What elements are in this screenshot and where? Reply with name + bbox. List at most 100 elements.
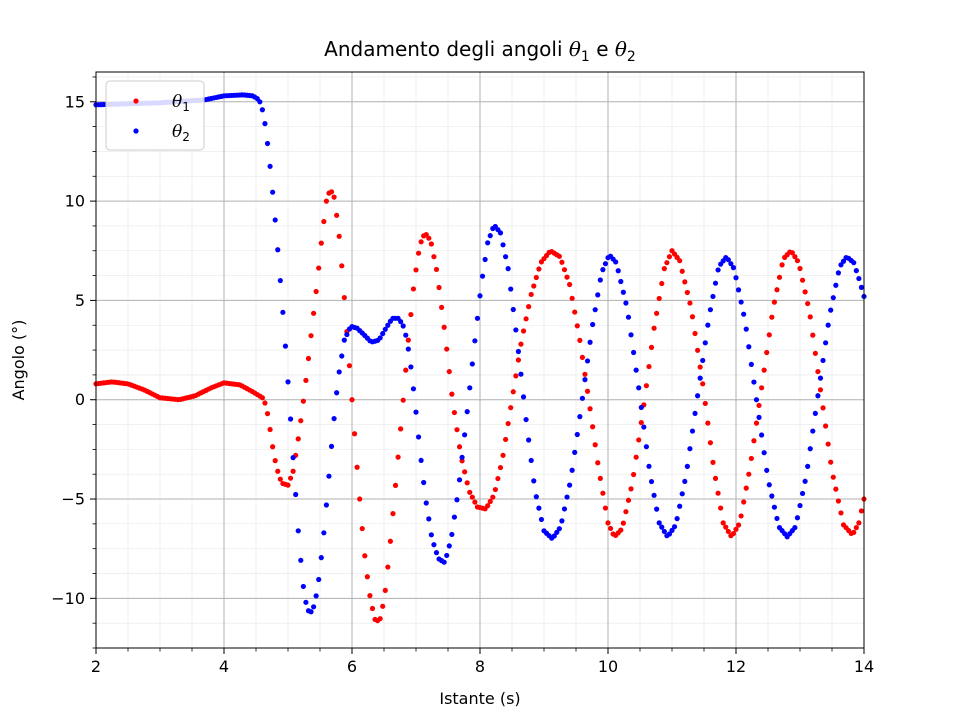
data-point: [331, 415, 337, 422]
data-point: [275, 468, 281, 474]
data-point: [759, 385, 765, 391]
data-point: [567, 482, 573, 488]
data-point: [387, 538, 393, 544]
data-point: [618, 278, 624, 285]
data-point: [582, 377, 588, 383]
data-point: [398, 426, 404, 432]
data-point: [730, 530, 737, 537]
data-point: [799, 277, 806, 283]
data-point: [398, 319, 404, 325]
data-point: [710, 459, 716, 465]
data-point: [295, 528, 301, 534]
data-point: [467, 489, 473, 495]
data-point: [738, 513, 744, 519]
data-point: [856, 275, 862, 282]
data-point: [326, 473, 332, 479]
data-point: [695, 393, 701, 399]
data-point: [595, 460, 601, 466]
y-tick-label: 0: [75, 390, 85, 409]
data-point: [797, 502, 803, 509]
data-point: [515, 348, 522, 355]
data-point: [592, 307, 598, 313]
x-tick-label: 12: [726, 657, 746, 676]
data-point: [669, 527, 675, 533]
data-point: [743, 326, 749, 332]
data-point: [679, 268, 685, 274]
data-point: [802, 478, 808, 484]
data-point: [735, 522, 742, 528]
data-point: [654, 506, 660, 512]
data-point: [334, 212, 340, 218]
legend-marker-theta2: [133, 128, 139, 134]
data-point: [618, 527, 624, 533]
data-point: [833, 282, 839, 288]
data-point: [336, 369, 342, 375]
data-point: [300, 398, 306, 404]
data-point: [357, 496, 363, 502]
data-point: [774, 287, 780, 293]
data-point: [467, 385, 473, 391]
data-point: [367, 593, 373, 599]
data-point: [636, 385, 642, 391]
data-point: [459, 454, 465, 460]
data-point: [298, 418, 304, 424]
data-point: [748, 455, 754, 462]
data-point: [858, 508, 865, 514]
data-point: [792, 525, 798, 531]
data-point: [449, 531, 455, 538]
data-point: [643, 444, 650, 450]
data-point: [369, 605, 376, 612]
data-point: [380, 603, 386, 609]
data-point: [408, 311, 414, 318]
data-point: [682, 279, 688, 285]
data-point: [328, 189, 335, 195]
data-point: [582, 371, 588, 377]
data-point: [513, 327, 519, 333]
data-point: [477, 293, 483, 299]
data-point: [817, 375, 824, 381]
data-point: [664, 260, 670, 266]
data-point: [441, 559, 447, 565]
data-point: [579, 395, 586, 401]
data-point: [510, 306, 516, 313]
data-point: [508, 286, 514, 292]
data-point: [528, 291, 534, 298]
data-point: [600, 267, 606, 273]
data-point: [674, 516, 680, 522]
data-point: [559, 518, 565, 524]
data-point: [595, 292, 601, 298]
legend: θ1 θ2: [105, 80, 205, 151]
data-point: [656, 520, 662, 526]
data-point: [851, 529, 857, 536]
data-point: [485, 503, 491, 509]
data-point: [321, 218, 327, 225]
data-point: [485, 240, 491, 246]
data-point: [474, 315, 481, 321]
data-point: [526, 304, 532, 310]
data-point: [707, 440, 714, 446]
data-point: [287, 416, 294, 422]
data-point: [500, 452, 506, 458]
data-point: [689, 314, 696, 320]
data-point: [344, 331, 350, 338]
data-point: [810, 332, 816, 338]
x-axis-title: Istante (s): [439, 689, 520, 708]
data-point: [554, 529, 560, 535]
data-point: [638, 404, 644, 411]
data-point: [536, 505, 542, 511]
data-point: [290, 468, 296, 474]
data-point: [380, 331, 386, 337]
data-point: [328, 443, 335, 449]
data-point: [720, 520, 726, 526]
data-point: [794, 258, 801, 264]
data-point: [597, 277, 603, 283]
data-point: [277, 476, 283, 482]
data-point: [682, 478, 688, 485]
data-point: [305, 355, 312, 362]
data-point: [817, 387, 824, 393]
data-point: [272, 217, 278, 223]
data-point: [513, 373, 519, 379]
data-point: [400, 323, 406, 329]
data-point: [405, 337, 411, 343]
data-point: [738, 299, 744, 305]
